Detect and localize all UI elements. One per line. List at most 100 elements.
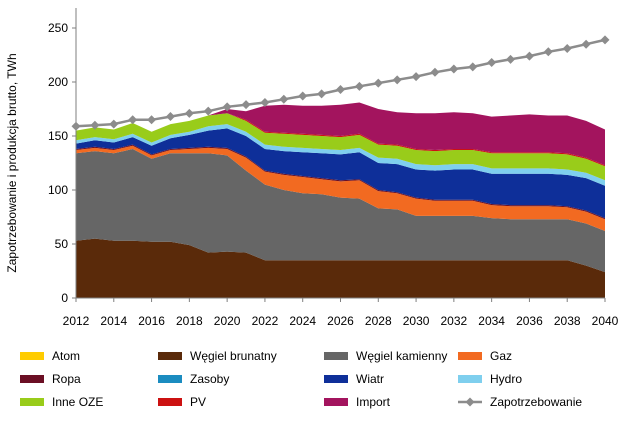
legend-item-pv: PV	[158, 395, 206, 409]
legend-swatch	[324, 375, 348, 383]
demand-point	[411, 72, 421, 82]
area-import	[76, 102, 605, 166]
legend-item-zasoby: Zasoby	[158, 372, 229, 386]
legend-swatch	[458, 352, 482, 360]
demand-point	[147, 115, 157, 125]
x-tick-label: 2024	[289, 314, 316, 328]
x-tick-label: 2036	[516, 314, 543, 328]
legend-label: Zapotrzebowanie	[490, 395, 582, 409]
x-tick-label: 2030	[403, 314, 430, 328]
stacked-areas	[76, 102, 605, 298]
demand-point	[449, 64, 459, 74]
legend-label: Gaz	[490, 349, 512, 363]
x-tick-label: 2022	[252, 314, 279, 328]
legend-diamond-marker	[465, 397, 475, 407]
legend-item-wiatr: Wiatr	[324, 372, 384, 386]
legend-item-atom: Atom	[20, 349, 80, 363]
legend-label: Hydro	[490, 372, 522, 386]
legend-item-hydro: Hydro	[458, 372, 522, 386]
legend-swatch	[20, 398, 44, 406]
demand-point	[581, 39, 591, 49]
legend-swatch	[20, 375, 44, 383]
x-tick-label: 2018	[176, 314, 203, 328]
demand-point	[373, 78, 383, 88]
legend-label: Inne OZE	[52, 395, 103, 409]
legend-swatch	[324, 352, 348, 360]
x-tick-label: 2034	[478, 314, 505, 328]
legend-swatch	[324, 398, 348, 406]
demand-point	[260, 98, 270, 108]
legend-swatch	[158, 398, 182, 406]
demand-point	[203, 106, 213, 116]
demand-line	[71, 35, 610, 131]
legend-item-zapotrzebowanie: Zapotrzebowanie	[458, 395, 582, 409]
legend-label: Ropa	[52, 372, 81, 386]
demand-point	[128, 115, 138, 125]
demand-point	[430, 67, 440, 77]
legend-swatch	[158, 352, 182, 360]
demand-point	[506, 54, 516, 64]
demand-point	[109, 119, 119, 129]
legend-label: PV	[190, 395, 206, 409]
legend-swatch	[458, 375, 482, 383]
x-tick-label: 2012	[63, 314, 90, 328]
x-tick-label: 2038	[554, 314, 581, 328]
legend-label: Zasoby	[190, 372, 229, 386]
area-ropa	[76, 144, 605, 220]
x-tick-label: 2014	[100, 314, 127, 328]
demand-point	[317, 89, 327, 99]
x-tick-label: 2040	[592, 314, 619, 328]
legend-swatch	[20, 352, 44, 360]
legend-label: Atom	[52, 349, 80, 363]
y-tick-label: 250	[48, 21, 68, 35]
demand-point	[600, 35, 610, 45]
demand-point	[298, 91, 308, 101]
demand-point	[90, 120, 100, 130]
y-tick-label: 50	[55, 237, 69, 251]
demand-point	[468, 62, 478, 72]
demand-point	[524, 51, 534, 61]
legend-item-gaz: Gaz	[458, 349, 512, 363]
y-tick-label: 150	[48, 129, 68, 143]
legend-label: Import	[356, 395, 391, 409]
legend-item-ropa: Ropa	[20, 372, 81, 386]
legend-item-import: Import	[324, 395, 391, 409]
area-wegiel-kamienny	[76, 149, 605, 273]
demand-point	[543, 47, 553, 57]
y-tick-label: 200	[48, 75, 68, 89]
demand-point	[184, 108, 194, 118]
area-gaz	[76, 145, 605, 231]
legend-item-wegiel-kamienny: Węgiel kamienny	[324, 349, 447, 363]
x-tick-label: 2016	[138, 314, 165, 328]
demand-point	[71, 121, 81, 131]
area-inne-oze	[76, 113, 605, 181]
legend-label: Węgiel brunatny	[190, 349, 277, 363]
demand-point	[165, 112, 175, 122]
demand-point	[392, 75, 402, 85]
x-tick-label: 2028	[365, 314, 392, 328]
x-tick-label: 2032	[441, 314, 468, 328]
x-tick-label: 2026	[327, 314, 354, 328]
demand-point	[241, 100, 251, 110]
y-tick-label: 0	[61, 291, 68, 305]
area-wegiel-brunatny	[76, 238, 605, 298]
demand-point	[562, 44, 572, 54]
area-wiatr	[76, 128, 605, 219]
legend-item-inne-oze: Inne OZE	[20, 395, 103, 409]
demand-point	[487, 58, 497, 68]
legend-label: Węgiel kamienny	[356, 349, 447, 363]
legend-swatch	[158, 375, 182, 383]
demand-point	[354, 81, 364, 91]
tick-labels: 0 50 100 150 200 250 2012 2014 2016 2018 2020 2022 2…	[48, 21, 619, 328]
legend-item-wegiel-brunatny: Węgiel brunatny	[158, 349, 277, 363]
legend-label: Wiatr	[356, 372, 384, 386]
y-axis-title: Zapotrzebowanie i produkcja brutto, TWh	[5, 53, 19, 272]
demand-point	[336, 85, 345, 95]
demand-point	[279, 94, 289, 104]
y-tick-label: 100	[48, 183, 68, 197]
legend: Atom Węgiel brunatny Węgiel kamienny Gaz Rop…	[20, 349, 582, 409]
x-tick-label: 2020	[214, 314, 241, 328]
demand-point	[222, 102, 232, 112]
